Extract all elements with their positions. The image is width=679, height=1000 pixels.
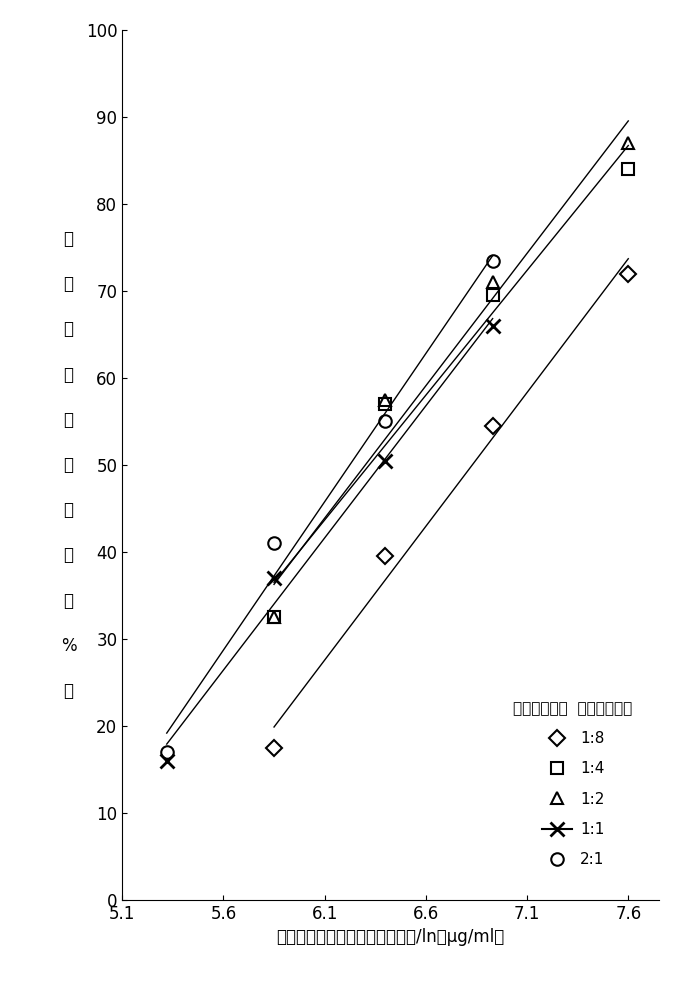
Text: 原: 原 xyxy=(64,275,73,293)
Text: 胶: 胶 xyxy=(64,230,73,248)
Text: 性: 性 xyxy=(64,411,73,429)
Text: 抑: 抑 xyxy=(64,456,73,474)
Text: 制: 制 xyxy=(64,501,73,519)
Legend: 1:8, 1:4, 1:2, 1:1, 2:1: 1:8, 1:4, 1:2, 1:1, 2:1 xyxy=(506,693,640,875)
Text: 酶: 酶 xyxy=(64,320,73,338)
Text: 活: 活 xyxy=(64,366,73,384)
Text: ）: ） xyxy=(64,682,73,700)
X-axis label: 对数质量浓度（胶原酶抑制剂）/ln（μg/ml）: 对数质量浓度（胶原酶抑制剂）/ln（μg/ml） xyxy=(276,928,504,946)
Text: %: % xyxy=(60,637,77,655)
Text: 率: 率 xyxy=(64,546,73,564)
Text: （: （ xyxy=(64,592,73,610)
